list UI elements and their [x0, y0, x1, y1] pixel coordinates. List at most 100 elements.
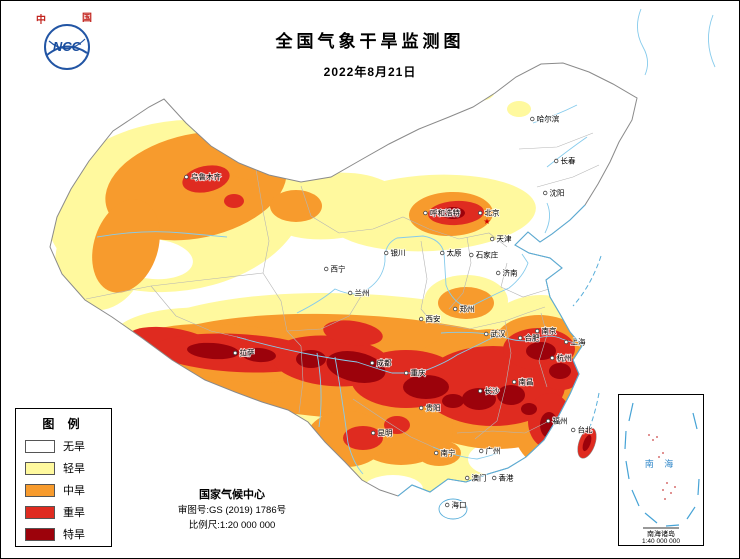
nine-dash-line — [624, 402, 700, 527]
legend-swatch — [25, 439, 55, 453]
attribution-block: 国家气候中心 审图号:GS (2019) 1786号 比例尺:1:20 000 … — [137, 487, 327, 533]
svg-text:银川: 银川 — [391, 249, 406, 258]
city-marker: 香港 — [492, 472, 515, 484]
city-marker: 福州 — [546, 416, 568, 427]
svg-text:昆明: 昆明 — [378, 429, 393, 438]
svg-text:重庆: 重庆 — [411, 368, 426, 378]
foreign-rivers — [637, 8, 716, 76]
svg-text:天津: 天津 — [497, 235, 512, 244]
svg-text:石家庄: 石家庄 — [476, 250, 499, 260]
city-marker: 南京 — [535, 325, 558, 337]
legend-label: 重旱 — [63, 507, 85, 519]
logo-orbit-icon — [48, 38, 86, 50]
coastline — [397, 204, 586, 497]
legend-item: 中旱 — [25, 482, 102, 498]
map-date: 2022年8月21日 — [323, 65, 417, 79]
inset-scale-text: 1:40 000 000 — [642, 538, 680, 544]
agency-name: 国家气候中心 — [199, 489, 265, 501]
legend-label: 轻旱 — [63, 463, 85, 475]
city-marker: 乌鲁木齐 — [184, 171, 222, 182]
legend-label: 中旱 — [63, 485, 85, 497]
svg-text:武汉: 武汉 — [491, 329, 506, 339]
svg-text:哈尔滨: 哈尔滨 — [537, 114, 560, 124]
city-marker: 沈阳 — [543, 187, 565, 198]
svg-text:西安: 西安 — [426, 314, 441, 324]
city-marker: 广州 — [479, 445, 501, 457]
svg-text:西宁: 西宁 — [331, 264, 346, 274]
svg-text:南昌: 南昌 — [519, 377, 534, 387]
svg-text:台北: 台北 — [578, 425, 593, 435]
city-marker: 兰州 — [348, 287, 370, 299]
legend-swatch — [25, 527, 55, 541]
svg-text:成都: 成都 — [377, 358, 392, 368]
svg-text:济南: 济南 — [503, 268, 518, 278]
legend-item: 重旱 — [25, 504, 102, 520]
svg-text:太原: 太原 — [447, 248, 462, 258]
legend-title: 图 例 — [42, 417, 85, 431]
svg-text:杭州: 杭州 — [557, 353, 572, 363]
sea-name-label: 南 海 — [645, 458, 678, 469]
svg-text:郑州: 郑州 — [460, 304, 475, 314]
svg-text:长沙: 长沙 — [485, 386, 500, 396]
legend-label: 无旱 — [63, 441, 85, 453]
svg-text:海口: 海口 — [452, 500, 467, 510]
svg-text:乌鲁木齐: 乌鲁木齐 — [191, 172, 221, 182]
city-marker: 济南 — [496, 267, 519, 279]
city-marker: 合肥 — [518, 332, 541, 344]
city-marker: 重庆 — [404, 367, 427, 379]
city-marker: 南宁 — [434, 447, 456, 459]
legend-box: 图 例 无旱轻旱中旱重旱特旱 — [15, 408, 112, 547]
legend-items: 无旱轻旱中旱重旱特旱 — [25, 438, 102, 542]
city-marker: 哈尔滨 — [530, 113, 561, 124]
legend-swatch — [25, 461, 55, 475]
city-marker: 海口 — [445, 499, 467, 511]
city-marker: 长春 — [554, 155, 577, 166]
city-marker: 昆明 — [371, 428, 393, 439]
province-borders — [85, 132, 600, 448]
city-marker: 贵阳 — [419, 402, 441, 414]
svg-text:长春: 长春 — [561, 156, 576, 166]
logo-swoosh-icon — [46, 45, 88, 56]
map-approval-number: 审图号:GS (2019) 1786号 — [177, 505, 287, 516]
city-marker: 上海 — [564, 336, 587, 348]
city-marker: 呼和浩特 — [423, 207, 461, 218]
city-marker: 天津 — [490, 234, 513, 244]
map-scale: 比例尺:1:20 000 000 — [188, 520, 276, 531]
svg-text:南宁: 南宁 — [441, 448, 456, 458]
svg-text:拉萨: 拉萨 — [240, 348, 255, 358]
legend-label: 特旱 — [63, 529, 85, 541]
svg-text:福州: 福州 — [553, 417, 568, 426]
inset-map: 南 海 南海诸岛 1:40 000 000 — [624, 402, 700, 545]
city-marker-capital: 北京★ — [478, 207, 501, 226]
city-marker: 长沙 — [478, 385, 501, 397]
city-marker: 郑州 — [453, 303, 475, 315]
legend-swatch — [25, 483, 55, 497]
ncc-logo: 中 国 NCC — [27, 9, 107, 73]
logo-char-left: 中 — [36, 13, 46, 26]
city-marker: 澳门 — [465, 472, 487, 484]
taiwan-extreme-core — [582, 434, 592, 452]
legend-item: 无旱 — [25, 438, 102, 454]
svg-text:合肥: 合肥 — [525, 333, 540, 343]
svg-text:兰州: 兰州 — [355, 288, 370, 298]
city-marker: 石家庄 — [469, 249, 500, 261]
south-china-sea-inset: 南 海 南海诸岛 1:40 000 000 — [618, 394, 704, 546]
page-title: 全国气象干旱监测图 — [275, 32, 465, 51]
svg-text:呼和浩特: 呼和浩特 — [430, 208, 460, 218]
rivers — [96, 104, 588, 475]
city-marker: 成都 — [370, 357, 393, 369]
legend-item: 轻旱 — [25, 460, 102, 476]
city-marker: 杭州 — [550, 352, 572, 364]
island-dots — [648, 434, 676, 500]
svg-text:南京: 南京 — [542, 326, 557, 336]
svg-text:沈阳: 沈阳 — [550, 188, 565, 198]
city-marker: 拉萨 — [232, 347, 256, 359]
svg-text:上海: 上海 — [571, 337, 586, 347]
svg-text:贵阳: 贵阳 — [426, 403, 441, 413]
city-marker: 武汉 — [484, 328, 507, 340]
city-marker: 西宁 — [324, 263, 346, 275]
legend-swatch — [25, 505, 55, 519]
